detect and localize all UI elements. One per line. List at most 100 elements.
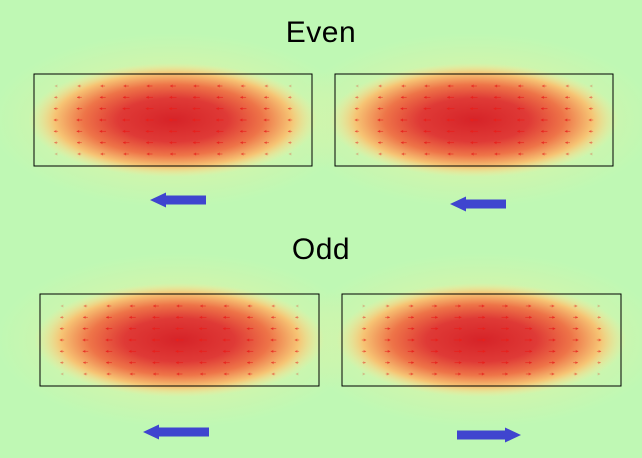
- field-arrow-head: [482, 315, 486, 319]
- field-arrow-head: [216, 129, 219, 133]
- field-arrow-head: [83, 315, 86, 319]
- field-arrow-head: [387, 361, 390, 365]
- field-arrow-head: [470, 129, 473, 133]
- field-arrow-head: [459, 349, 462, 353]
- field-arrow-head: [471, 152, 474, 156]
- field-arrow-head: [60, 361, 63, 365]
- field-arrow-head: [354, 129, 358, 133]
- field-arrow-head: [387, 349, 391, 353]
- odd-waveguide-2-outline: [341, 293, 622, 387]
- field-arrow-head: [106, 304, 110, 308]
- field-arrow-head: [217, 152, 220, 156]
- field-arrow-head: [589, 95, 592, 99]
- odd-waveguide-1-field-arrows: [59, 304, 300, 376]
- field-arrow-head: [222, 338, 226, 342]
- field-arrow-head: [264, 95, 267, 99]
- field-arrow-head: [363, 315, 366, 319]
- field-arrow-head: [99, 141, 103, 145]
- field-arrow-head: [564, 107, 568, 111]
- field-arrow-head: [169, 95, 173, 99]
- field-arrow-head: [540, 129, 544, 133]
- field-arrow-head: [223, 372, 227, 376]
- field-arrow-head: [552, 315, 555, 319]
- field-arrow-head: [152, 349, 155, 353]
- field-arrow-head: [105, 338, 109, 342]
- field-arrow-head: [575, 327, 579, 331]
- field-arrow-head: [60, 315, 63, 319]
- field-arrow-head: [435, 315, 438, 319]
- field-arrow-head: [493, 118, 497, 122]
- field-arrow-head: [170, 152, 173, 156]
- field-arrow-head: [470, 141, 474, 145]
- field-arrow-head: [105, 349, 109, 353]
- field-arrow-head: [588, 118, 592, 122]
- field-arrow-head: [169, 129, 172, 133]
- field-arrow-head: [54, 141, 57, 145]
- field-arrow-head: [264, 84, 268, 88]
- field-arrow-head: [99, 95, 103, 99]
- field-arrow-head: [270, 349, 274, 353]
- field-arrow-head: [122, 129, 126, 133]
- field-arrow-head: [192, 129, 196, 133]
- field-arrow-head: [564, 118, 568, 122]
- field-arrow-head: [146, 95, 149, 99]
- field-arrow-head: [60, 372, 64, 376]
- field-arrow-head: [411, 338, 415, 342]
- field-arrow-head: [387, 338, 391, 342]
- field-arrow-head: [377, 118, 381, 122]
- field-arrow-head: [541, 95, 544, 99]
- odd-waveguide-2-power-arrow: [457, 427, 521, 443]
- field-arrow-head: [505, 372, 508, 376]
- field-arrow-head: [170, 84, 173, 88]
- field-arrow-head: [505, 304, 508, 308]
- field-arrow-head: [217, 84, 220, 88]
- field-arrow-head: [200, 304, 203, 308]
- field-arrow-head: [76, 141, 80, 145]
- field-arrow-head: [481, 304, 485, 308]
- field-arrow-head: [59, 349, 63, 353]
- field-arrow-head: [459, 338, 462, 342]
- field-arrow-head: [575, 349, 579, 353]
- field-arrow-head: [239, 107, 243, 111]
- field-arrow-head: [59, 338, 63, 342]
- field-arrow-head: [377, 141, 381, 145]
- field-arrow-head: [145, 129, 149, 133]
- field-arrow-head: [446, 129, 450, 133]
- field-arrow-head: [295, 372, 299, 376]
- field-arrow-head: [506, 327, 509, 331]
- field-arrow-head: [494, 84, 498, 88]
- field-arrow-head: [287, 107, 291, 111]
- field-arrow-head: [518, 152, 521, 156]
- field-arrow-head: [411, 349, 415, 353]
- field-arrow-head: [517, 107, 520, 111]
- field-arrow-head: [424, 84, 428, 88]
- field-arrow-head: [575, 361, 578, 365]
- field-arrow-head: [598, 361, 601, 365]
- field-arrow-head: [540, 118, 544, 122]
- field-arrow-head: [400, 118, 403, 122]
- field-arrow-head: [216, 118, 219, 122]
- field-arrow-head: [288, 152, 292, 156]
- field-arrow-head: [386, 372, 390, 376]
- field-arrow-head: [424, 152, 428, 156]
- field-arrow-head: [411, 315, 414, 319]
- field-arrow-head: [199, 315, 203, 319]
- field-arrow-head: [54, 152, 58, 156]
- field-arrow-head: [506, 338, 509, 342]
- field-arrow-head: [401, 84, 405, 88]
- field-arrow-head: [574, 372, 578, 376]
- field-arrow-head: [541, 84, 545, 88]
- field-arrow-head: [240, 152, 244, 156]
- field-arrow-head: [482, 338, 486, 342]
- field-arrow-head: [106, 315, 109, 319]
- field-arrow-head: [598, 327, 602, 331]
- field-arrow-head: [447, 141, 450, 145]
- field-arrow-head: [223, 304, 227, 308]
- field-arrow-head: [493, 95, 497, 99]
- field-arrow-head: [192, 95, 196, 99]
- field-arrow-head: [99, 129, 103, 133]
- field-arrow-head: [446, 107, 450, 111]
- field-arrow-head: [551, 304, 555, 308]
- field-arrow-head: [423, 107, 427, 111]
